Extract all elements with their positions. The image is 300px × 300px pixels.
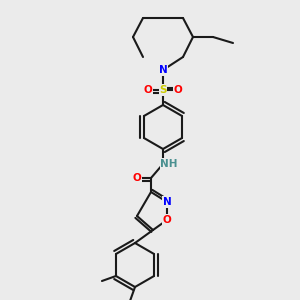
Text: O: O xyxy=(144,85,152,95)
Text: N: N xyxy=(159,65,167,75)
Text: N: N xyxy=(163,197,171,207)
Text: O: O xyxy=(174,85,182,95)
Text: S: S xyxy=(159,85,167,95)
Text: O: O xyxy=(133,173,141,183)
Text: NH: NH xyxy=(160,159,178,169)
Text: O: O xyxy=(163,215,171,225)
